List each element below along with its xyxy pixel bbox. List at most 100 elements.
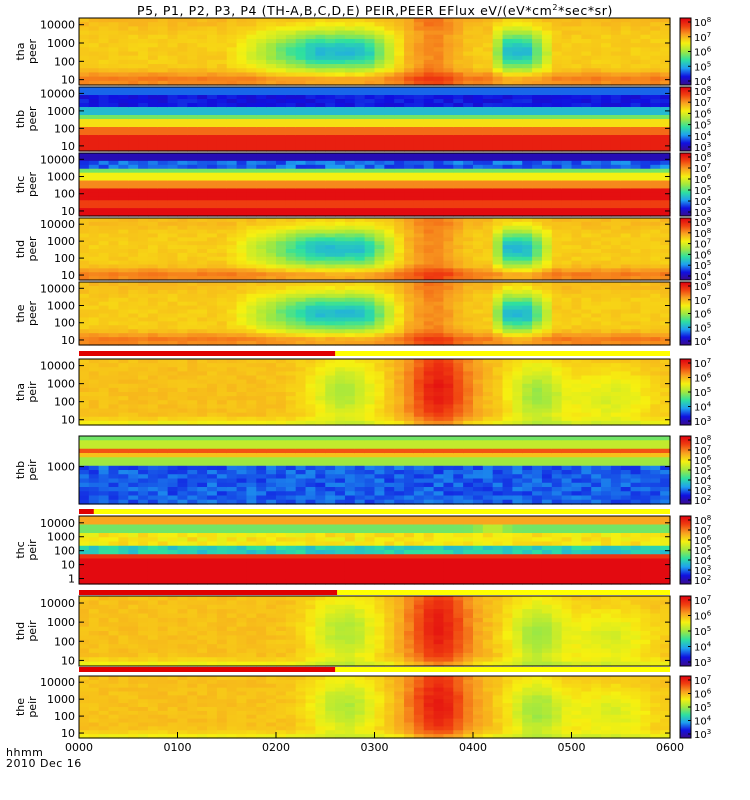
heatmap-cell <box>423 127 435 132</box>
heatmap-cell <box>581 309 592 315</box>
heatmap-cell <box>266 80 277 86</box>
heatmap-cell <box>384 91 395 96</box>
heatmap-cell <box>512 111 523 116</box>
heatmap-cell <box>453 123 464 128</box>
heatmap-cell <box>581 123 592 128</box>
heatmap-cell <box>147 256 159 262</box>
colorbar-exponent: 4 <box>707 130 712 138</box>
heatmap-cell <box>601 164 612 170</box>
heatmap-cell <box>256 99 267 104</box>
heatmap-cell <box>167 119 179 124</box>
heatmap-cell <box>364 103 376 108</box>
heatmap-cell <box>620 111 632 116</box>
heatmap-cell <box>98 51 110 57</box>
heatmap-cell <box>384 329 395 334</box>
heatmap-cell <box>374 184 385 190</box>
heatmap-cell <box>650 51 661 57</box>
heatmap-cell <box>335 26 346 32</box>
heatmap-cell <box>187 47 198 53</box>
heatmap-cell <box>79 383 90 389</box>
heatmap-cell <box>551 192 563 197</box>
heatmap-cell <box>413 127 425 132</box>
heatmap-cell <box>522 103 533 108</box>
heatmap-cell <box>128 229 139 235</box>
heatmap-cell <box>522 200 533 205</box>
heatmap-cell <box>266 135 277 140</box>
heatmap-cell <box>79 329 90 334</box>
heatmap-cell <box>364 87 376 92</box>
heatmap-cell <box>118 22 129 27</box>
heatmap-cell <box>79 371 90 377</box>
heatmap-cell <box>285 268 297 273</box>
heatmap-cell <box>541 293 553 299</box>
heatmap-cell <box>492 252 504 258</box>
heatmap-cell <box>364 268 376 273</box>
heatmap-cell <box>335 264 346 269</box>
heatmap-cell <box>610 333 622 338</box>
heatmap-cell <box>315 313 326 319</box>
heatmap-cell <box>374 51 385 57</box>
heatmap-cell <box>463 188 474 193</box>
heatmap-cell <box>207 59 218 65</box>
heatmap-cell <box>266 91 277 96</box>
heatmap-cell <box>266 305 277 311</box>
heatmap-cell <box>315 95 326 100</box>
heatmap-cell <box>354 160 366 166</box>
heatmap-cell <box>532 18 543 23</box>
heatmap-cell <box>601 68 612 74</box>
heatmap-cell <box>138 297 149 303</box>
heatmap-cell <box>630 221 642 227</box>
heatmap-cell <box>650 26 661 32</box>
heatmap-cell <box>541 289 553 295</box>
heatmap-cell <box>335 55 346 61</box>
heatmap-cell <box>246 221 257 227</box>
heatmap-cell <box>384 264 395 269</box>
heatmap-cell <box>285 95 297 100</box>
heatmap-cell <box>108 218 119 223</box>
heatmap-cell <box>197 22 208 27</box>
heatmap-cell <box>226 160 238 166</box>
heatmap-cell <box>384 237 395 242</box>
heatmap-cell <box>236 282 248 287</box>
heatmap-cell <box>187 341 198 346</box>
heatmap-cell <box>98 204 110 209</box>
heatmap-cell <box>246 212 257 217</box>
heatmap-cell <box>581 47 592 53</box>
heatmap-cell <box>650 264 661 269</box>
heatmap-cell <box>591 301 602 307</box>
heatmap-cell <box>443 147 454 152</box>
heatmap-cell <box>463 237 474 242</box>
heatmap-cell <box>374 99 385 104</box>
heatmap-cell <box>207 43 218 48</box>
heatmap-cell <box>335 282 346 287</box>
heatmap-cell <box>551 87 563 92</box>
heatmap-cell <box>138 276 149 281</box>
heatmap-cell <box>354 119 366 124</box>
heatmap-cell <box>473 276 484 281</box>
heatmap-cell <box>394 282 405 287</box>
heatmap-cell <box>147 168 159 174</box>
heatmap-cell <box>522 172 533 178</box>
heatmap-cell <box>650 156 661 162</box>
heatmap-cell <box>325 38 336 44</box>
heatmap-cell <box>187 285 198 291</box>
heatmap-cell <box>354 333 366 338</box>
heatmap-cell <box>315 301 326 307</box>
heatmap-cell <box>226 321 238 326</box>
heatmap-cell <box>620 293 632 299</box>
heatmap-cell <box>207 285 218 291</box>
heatmap-cell <box>177 297 188 303</box>
heatmap-cell <box>157 59 169 65</box>
heatmap-cell <box>325 156 336 162</box>
heatmap-cell <box>364 321 376 326</box>
heatmap-cell <box>325 245 336 250</box>
heatmap-cell <box>374 229 385 235</box>
heatmap-cell <box>581 87 592 92</box>
heatmap-cell <box>147 22 159 27</box>
heatmap-cell <box>640 172 651 178</box>
heatmap-cell <box>571 264 582 269</box>
heatmap-cell <box>98 47 110 53</box>
heatmap-cell <box>532 156 543 162</box>
heatmap-cell <box>443 252 454 258</box>
